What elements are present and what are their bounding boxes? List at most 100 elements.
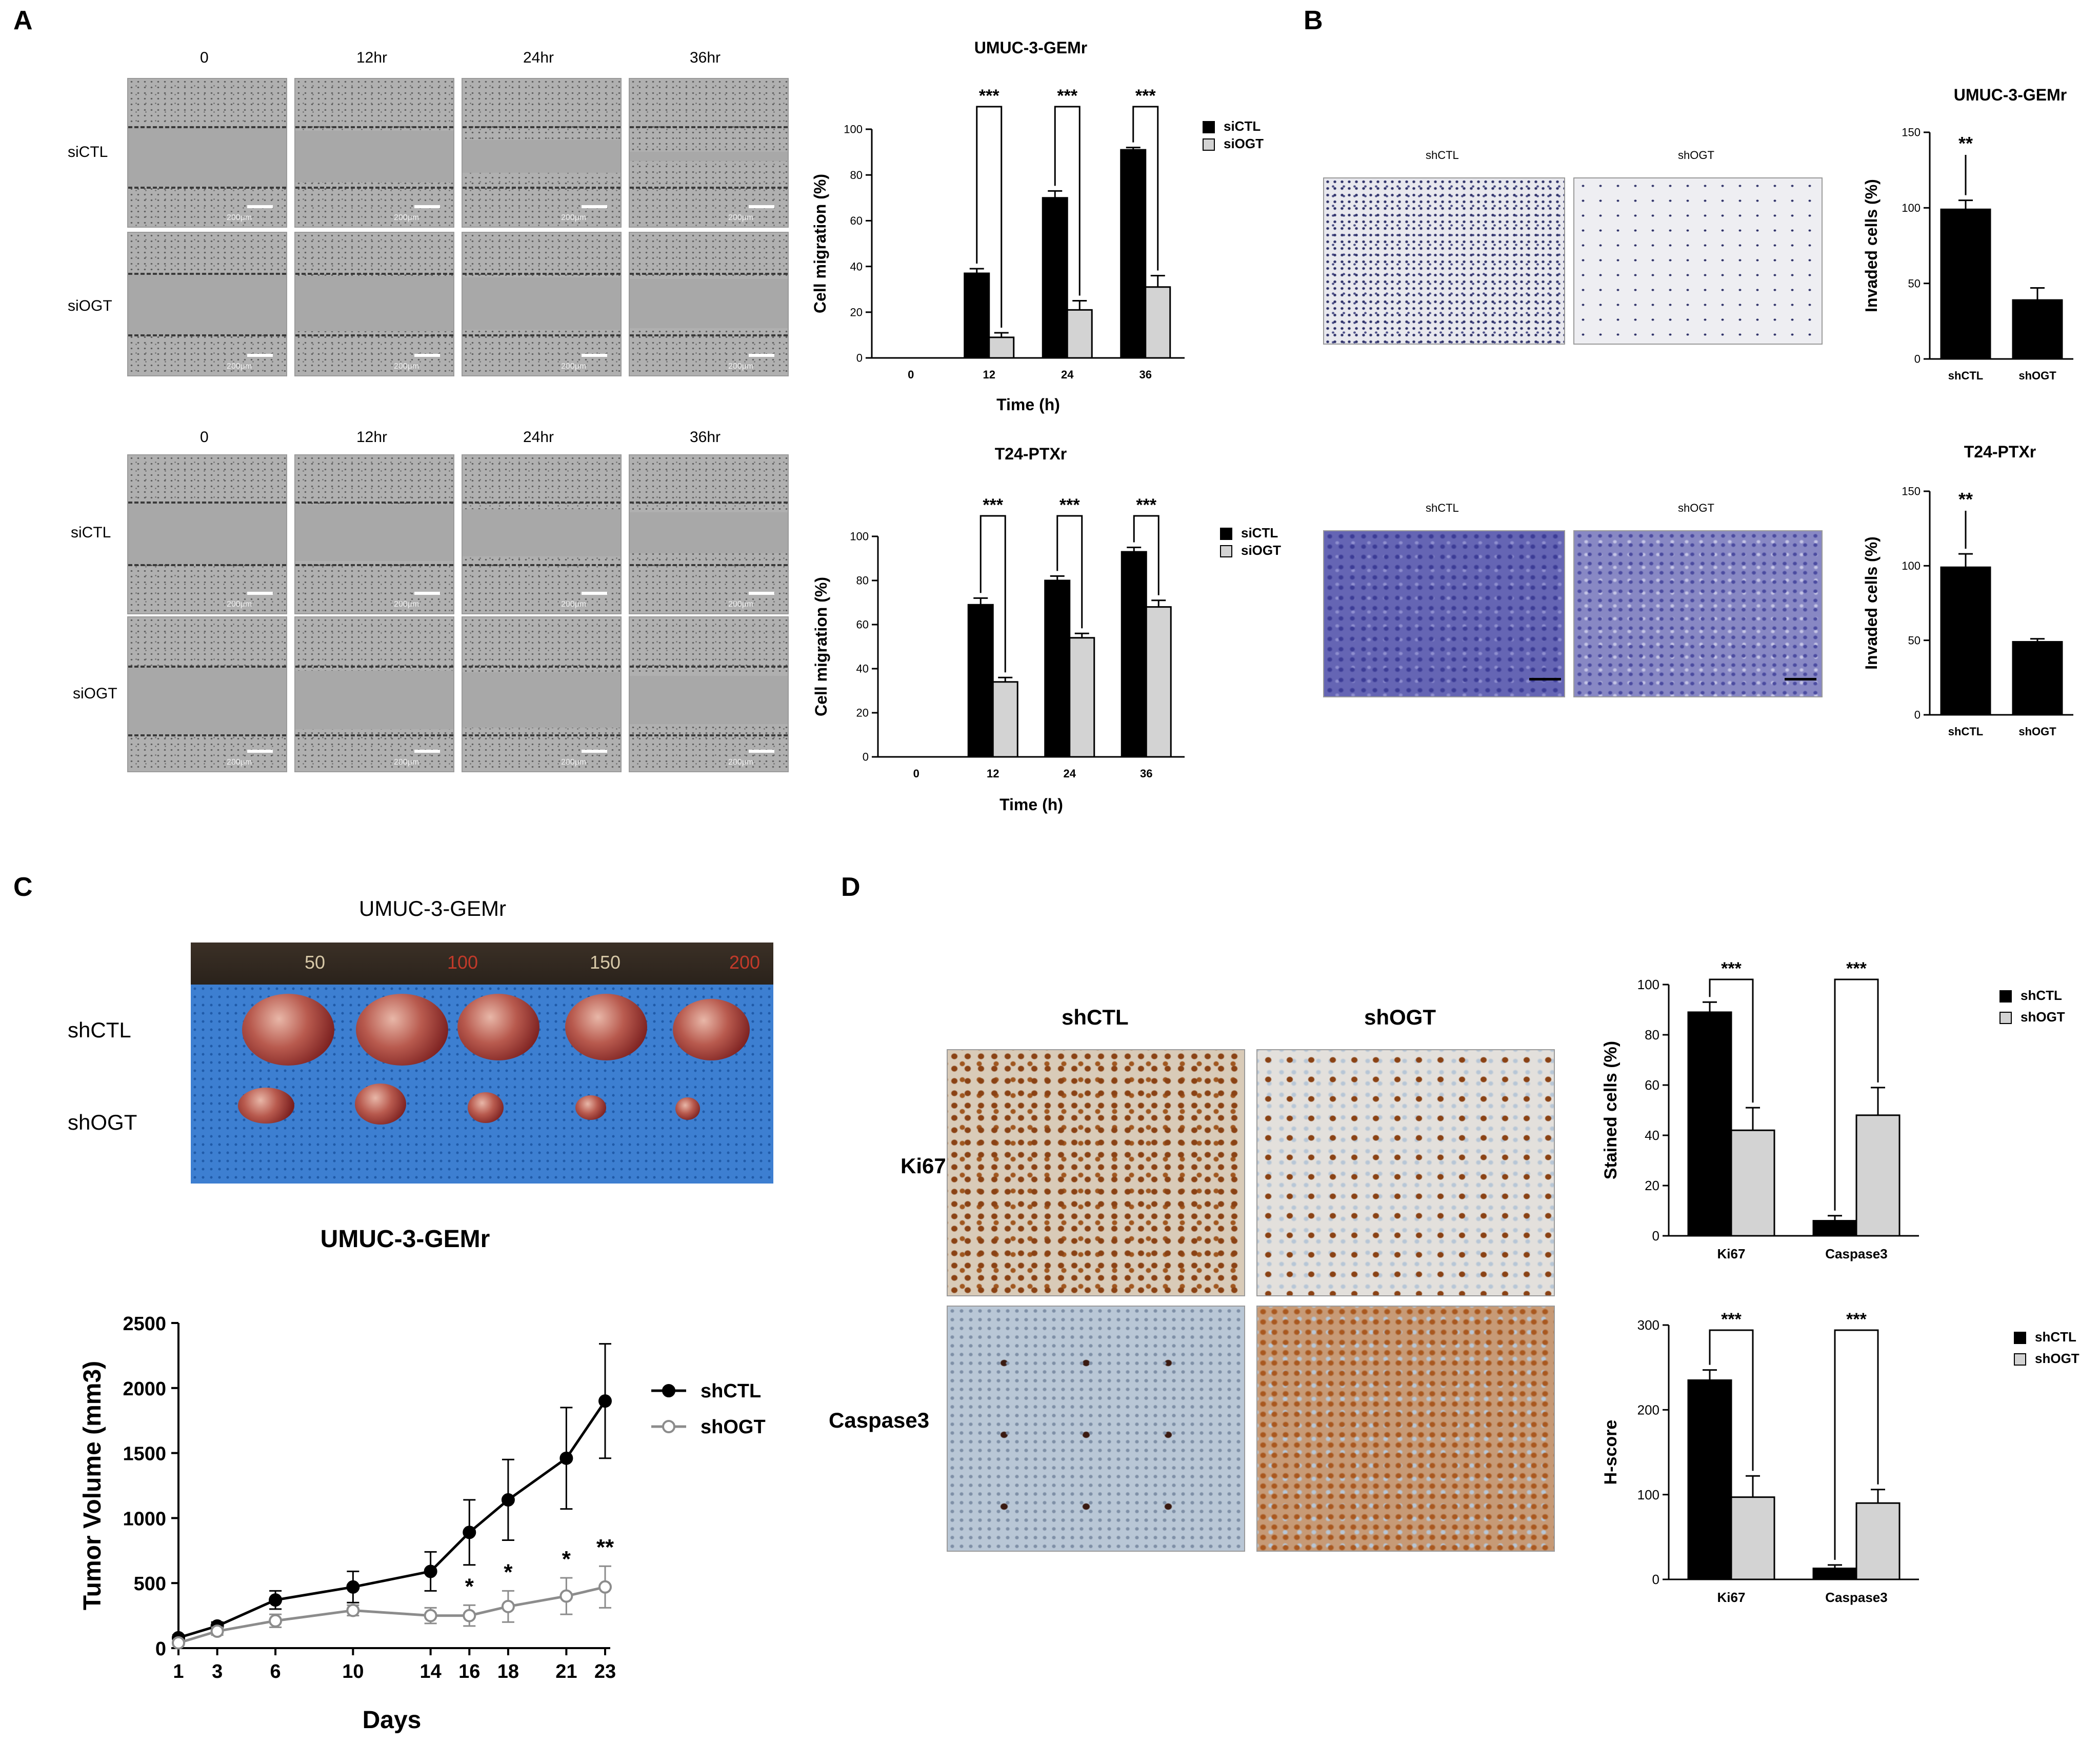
wound-micrograph: 200μm	[127, 616, 287, 772]
scale-bar	[749, 354, 774, 357]
significance-marker: ***	[1059, 495, 1080, 515]
y-tick-label: 20	[850, 306, 863, 319]
y-axis-title: Invaded cells (%)	[1862, 179, 1881, 312]
data-point	[559, 1451, 573, 1465]
bar	[1042, 197, 1068, 359]
wound-gap	[630, 512, 788, 553]
x-tick-label: shCTL	[1948, 725, 1983, 738]
y-tick-label: 20	[856, 707, 869, 719]
bar	[992, 681, 1018, 758]
x-axis-title: Days	[363, 1707, 422, 1734]
legend-swatch	[2014, 1353, 2026, 1366]
invasion-label-shogt: shOGT	[1678, 502, 1714, 514]
x-tick-label: 6	[270, 1661, 281, 1682]
chart-title: UMUC-3-GEMr	[321, 1226, 490, 1253]
x-tick-label: 0	[913, 767, 919, 780]
wound-micrograph: 200μm	[462, 454, 622, 614]
invasion-label-shctl: shCTL	[1426, 502, 1459, 514]
wound-micrograph: 200μm	[127, 232, 287, 376]
ruler-mark: 50	[305, 952, 326, 973]
scale-bar-label: 200μm	[561, 600, 587, 609]
wound-edge-line	[128, 273, 286, 275]
x-tick-label: Caspase3	[1825, 1590, 1887, 1605]
y-tick-label: 60	[856, 618, 869, 631]
wound-edge-line	[295, 666, 453, 668]
bar	[1730, 1129, 1775, 1237]
tumor-row-label: shOGT	[68, 1110, 137, 1134]
legend-swatch	[1203, 138, 1215, 151]
x-tick-label: 23	[594, 1661, 616, 1682]
scale-bar	[582, 750, 607, 753]
ruler-mark: 150	[590, 952, 621, 973]
bar	[1044, 579, 1071, 758]
scale-bar-label: 200μm	[728, 213, 754, 222]
y-axis-title: Cell migration (%)	[812, 577, 830, 716]
bar	[2012, 641, 2063, 716]
scale-bar-label: 200μm	[227, 362, 252, 371]
significance-marker: ***	[1135, 86, 1156, 106]
data-point	[501, 1599, 515, 1613]
significance-marker: **	[1958, 489, 1973, 510]
wound-micrograph: 200μm	[629, 78, 789, 228]
ruler-mark: 200	[729, 952, 761, 973]
wound-micrograph: 200μm	[294, 616, 454, 772]
y-tick-label: 100	[1637, 977, 1659, 992]
x-tick-label: Ki67	[1717, 1590, 1746, 1605]
tumor-sample	[675, 1097, 700, 1120]
significance-bracket	[1056, 515, 1083, 629]
legend-label: siOGT	[1241, 543, 1281, 558]
wound-edge-line	[463, 126, 621, 128]
wound-edge-line	[295, 502, 453, 504]
tumor-sample	[457, 994, 539, 1060]
bar	[967, 604, 994, 758]
wound-gap	[295, 130, 453, 183]
significance-bracket	[976, 106, 1003, 328]
timepoint-label: 24hr	[523, 49, 554, 66]
bar	[1940, 208, 1991, 360]
bar	[1120, 149, 1147, 359]
wound-micrograph: 200μm	[629, 454, 789, 614]
timepoint-label: 36hr	[690, 49, 721, 66]
tumor-sample	[468, 1092, 504, 1123]
scale-bar-label: 200μm	[728, 362, 754, 371]
data-point	[346, 1603, 360, 1617]
legend-marker	[662, 1384, 675, 1397]
y-tick-label: 2000	[123, 1378, 166, 1400]
bar	[988, 336, 1015, 359]
significance-marker: *	[504, 1559, 513, 1585]
wound-micrograph: 200μm	[127, 454, 287, 614]
wound-edge-line	[295, 126, 453, 128]
scale-bar	[414, 750, 440, 753]
significance-marker: **	[596, 1535, 614, 1560]
significance-bracket	[1709, 1329, 1754, 1471]
y-tick-label: 300	[1637, 1317, 1659, 1333]
legend-label: shCTL	[2021, 988, 2062, 1003]
row-label: siOGT	[68, 297, 112, 314]
x-tick-label: 18	[497, 1661, 519, 1682]
scale-bar	[414, 354, 440, 357]
y-tick-label: 40	[856, 663, 869, 675]
timepoint-label: 36hr	[690, 429, 721, 446]
wound-gap	[128, 502, 286, 564]
panel-label-a: A	[13, 6, 33, 35]
scale-bar	[247, 750, 273, 753]
significance-marker: ***	[979, 86, 999, 106]
scale-bar	[582, 205, 607, 208]
chart-title: UMUC-3-GEMr	[1954, 86, 2067, 104]
data-point	[501, 1493, 515, 1507]
y-axis-title: Invaded cells (%)	[1862, 536, 1881, 670]
ruler: 50 100 150 200	[191, 943, 773, 985]
scale-bar-label: 200μm	[227, 758, 252, 767]
wound-edge-line	[463, 502, 621, 504]
y-tick-label: 100	[850, 530, 869, 543]
wound-edge-line	[463, 666, 621, 668]
wound-edge-line	[630, 564, 788, 566]
wound-micrograph: 200μm	[462, 232, 622, 376]
chart-title: UMUC-3-GEMr	[974, 38, 1087, 57]
legend-label: siCTL	[1224, 118, 1261, 134]
y-tick-label: 150	[1902, 485, 1921, 498]
tumor-row-label: shCTL	[68, 1018, 131, 1042]
bar	[1812, 1568, 1857, 1580]
y-tick-label: 0	[856, 352, 863, 365]
